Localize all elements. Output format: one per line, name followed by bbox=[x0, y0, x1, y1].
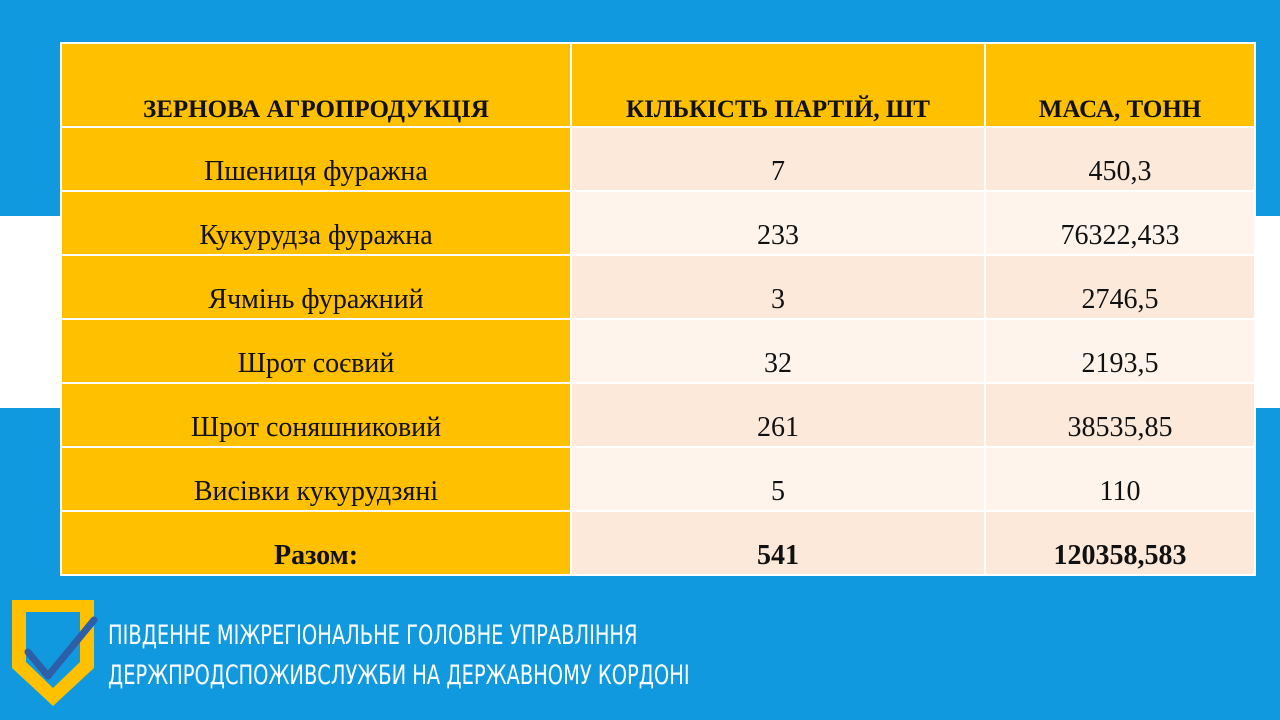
batch-count: 7 bbox=[570, 126, 986, 192]
table-row: Висівки кукурудзяні 5 110 bbox=[60, 446, 1256, 512]
table-row: Шрот соєвий 32 2193,5 bbox=[60, 318, 1256, 384]
total-mass: 120358,583 bbox=[984, 510, 1256, 576]
product-name: Ячмінь фуражний bbox=[60, 254, 572, 320]
total-row: Разом: 541 120358,583 bbox=[60, 510, 1256, 576]
mass-value: 2746,5 bbox=[984, 254, 1256, 320]
table-row: Шрот соняшниковий 261 38535,85 bbox=[60, 382, 1256, 448]
header-row: ЗЕРНОВА АГРОПРОДУКЦІЯ КІЛЬКІСТЬ ПАРТІЙ, … bbox=[60, 42, 1256, 128]
batch-count: 5 bbox=[570, 446, 986, 512]
total-label: Разом: bbox=[60, 510, 572, 576]
product-name: Пшениця фуражна bbox=[60, 126, 572, 192]
mass-value: 76322,433 bbox=[984, 190, 1256, 256]
product-name: Кукурудза фуражна bbox=[60, 190, 572, 256]
organization-line-2: ДЕРЖПРОДСПОЖИВСЛУЖБИ НА ДЕРЖАВНОМУ КОРДО… bbox=[108, 660, 690, 691]
mass-value: 2193,5 bbox=[984, 318, 1256, 384]
product-name: Шрот соєвий bbox=[60, 318, 572, 384]
organization-line-1: ПІВДЕННЕ МІЖРЕГІОНАЛЬНЕ ГОЛОВНЕ УПРАВЛІН… bbox=[108, 620, 638, 651]
batch-count: 32 bbox=[570, 318, 986, 384]
batch-count: 3 bbox=[570, 254, 986, 320]
header-count: КІЛЬКІСТЬ ПАРТІЙ, ШТ bbox=[570, 42, 986, 128]
table-row: Пшениця фуражна 7 450,3 bbox=[60, 126, 1256, 192]
product-name: Шрот соняшниковий bbox=[60, 382, 572, 448]
header-mass: МАСА, ТОНН bbox=[984, 42, 1256, 128]
total-count: 541 bbox=[570, 510, 986, 576]
header-product: ЗЕРНОВА АГРОПРОДУКЦІЯ bbox=[60, 42, 572, 128]
table-row: Кукурудза фуражна 233 76322,433 bbox=[60, 190, 1256, 256]
product-name: Висівки кукурудзяні bbox=[60, 446, 572, 512]
organization-name: ПІВДЕННЕ МІЖРЕГІОНАЛЬНЕ ГОЛОВНЕ УПРАВЛІН… bbox=[108, 616, 690, 696]
batch-count: 261 bbox=[570, 382, 986, 448]
table-row: Ячмінь фуражний 3 2746,5 bbox=[60, 254, 1256, 320]
mass-value: 38535,85 bbox=[984, 382, 1256, 448]
shield-logo-icon bbox=[12, 600, 98, 706]
grain-table: ЗЕРНОВА АГРОПРОДУКЦІЯ КІЛЬКІСТЬ ПАРТІЙ, … bbox=[60, 42, 1256, 576]
batch-count: 233 bbox=[570, 190, 986, 256]
mass-value: 450,3 bbox=[984, 126, 1256, 192]
mass-value: 110 bbox=[984, 446, 1256, 512]
